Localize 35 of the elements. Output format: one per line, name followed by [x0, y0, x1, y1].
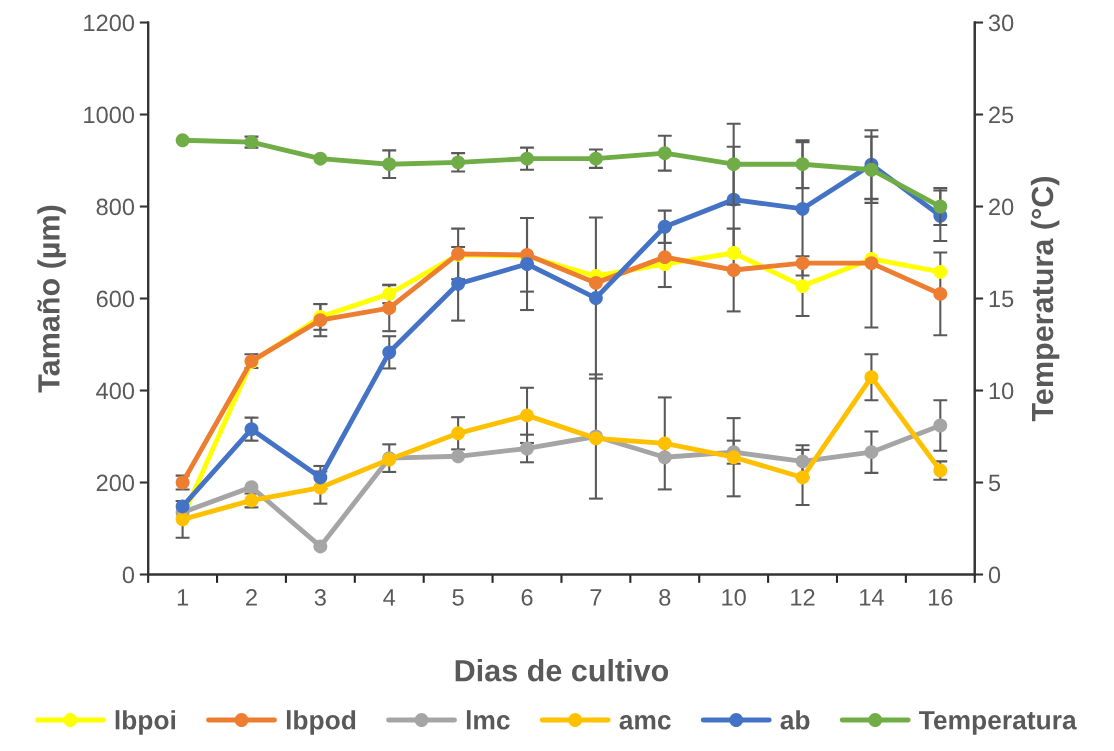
y2-tick-label: 15	[989, 290, 1014, 308]
x-tick-label: 7	[590, 589, 602, 606]
x-tick-label: 12	[791, 589, 815, 606]
y-tick-label: 400	[96, 382, 135, 400]
y2-tick-label: 20	[989, 198, 1014, 216]
y2-tick-label: 5	[988, 474, 1001, 492]
legend-label: Temperatura	[919, 711, 1077, 735]
legend-label: lmc	[466, 710, 510, 730]
legend-label: ab	[780, 710, 810, 730]
legend-label: amc	[619, 715, 671, 730]
legend-label: lbpoi	[115, 710, 176, 735]
x-axis-title: Dias de cultivo	[455, 659, 669, 682]
y2-tick-label: 10	[989, 382, 1014, 400]
y-axis-title: Tamaño (µm)	[37, 205, 66, 393]
legend-label: lbpod	[286, 710, 356, 735]
x-tick-label: 1	[177, 589, 189, 606]
y-tick-label: 1200	[84, 14, 135, 32]
y2-tick-label: 30	[988, 14, 1014, 32]
x-tick-label: 10	[722, 589, 746, 606]
y-tick-label: 600	[96, 290, 135, 308]
x-tick-label: 6	[521, 589, 533, 606]
x-tick-label: 2	[246, 589, 257, 606]
x-tick-label: 4	[383, 589, 396, 606]
y-tick-label: 800	[96, 198, 135, 216]
y2-tick-label: 0	[988, 566, 1001, 584]
y-tick-label: 0	[122, 566, 135, 584]
y-tick-label: 200	[96, 474, 135, 492]
y2-axis-title: Temperatura (°C)	[1030, 177, 1060, 422]
x-tick-label: 14	[860, 589, 884, 606]
x-tick-label: 8	[659, 589, 671, 606]
x-tick-label: 5	[452, 589, 464, 606]
y-tick-label: 1000	[84, 106, 135, 124]
x-tick-label: 3	[314, 589, 326, 606]
x-tick-label: 16	[928, 589, 953, 606]
y2-tick-label: 25	[989, 106, 1014, 124]
